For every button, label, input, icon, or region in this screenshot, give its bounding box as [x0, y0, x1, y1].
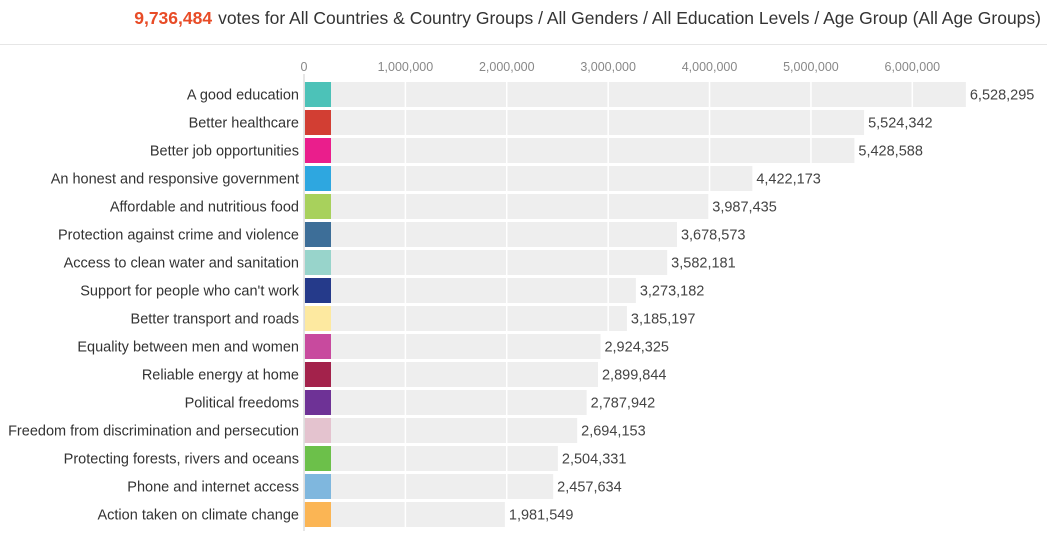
value-label: 1,981,549: [509, 508, 574, 524]
x-tick-label: 3,000,000: [580, 60, 636, 74]
bar-color-swatch[interactable]: [305, 502, 331, 527]
bar-background: [304, 446, 558, 471]
bar-background: [304, 390, 587, 415]
x-tick-label: 5,000,000: [783, 60, 839, 74]
header-text: 9,736,484 votes for All Countries & Count…: [134, 8, 1041, 29]
value-label: 3,987,435: [712, 200, 777, 216]
bar-color-swatch[interactable]: [305, 390, 331, 415]
value-label: 4,422,173: [756, 172, 821, 188]
value-label: 3,678,573: [681, 228, 746, 244]
category-label: Better job opportunities: [150, 144, 299, 160]
category-label: Support for people who can't work: [80, 284, 300, 300]
value-label: 5,428,588: [858, 144, 923, 160]
bar-color-swatch[interactable]: [305, 418, 331, 443]
value-label: 2,924,325: [604, 340, 669, 356]
value-label: 2,504,331: [562, 452, 627, 468]
x-tick-label: 0: [301, 60, 308, 74]
category-label: Better healthcare: [189, 116, 299, 132]
x-tick-label: 4,000,000: [682, 60, 738, 74]
bar-background: [304, 362, 598, 387]
category-label: Equality between men and women: [77, 340, 299, 356]
bar-color-swatch[interactable]: [305, 278, 331, 303]
bar-background: [304, 110, 865, 135]
value-label: 5,524,342: [868, 116, 933, 132]
category-label: Political freedoms: [185, 396, 299, 412]
bar-background: [304, 166, 753, 191]
x-tick-label: 1,000,000: [378, 60, 434, 74]
total-votes: 9,736,484: [134, 8, 213, 28]
category-label: Reliable energy at home: [142, 368, 299, 384]
bar-background: [304, 250, 668, 275]
category-label: Protecting forests, rivers and oceans: [64, 452, 299, 468]
value-label: 3,273,182: [640, 284, 705, 300]
header-divider: [0, 44, 1047, 45]
bar-background: [304, 502, 505, 527]
category-label: An honest and responsive government: [51, 172, 299, 188]
bar-color-swatch[interactable]: [305, 110, 331, 135]
bar-color-swatch[interactable]: [305, 138, 331, 163]
x-tick-label: 6,000,000: [885, 60, 941, 74]
category-label: Action taken on climate change: [97, 508, 299, 524]
bar-color-swatch[interactable]: [305, 194, 331, 219]
bar-color-swatch[interactable]: [305, 334, 331, 359]
category-label: Affordable and nutritious food: [110, 200, 299, 216]
header-description: votes for All Countries & Country Groups…: [218, 8, 1041, 28]
bar-background: [304, 334, 601, 359]
value-label: 3,582,181: [671, 256, 736, 272]
bar-color-swatch[interactable]: [305, 250, 331, 275]
value-label: 2,899,844: [602, 368, 667, 384]
bar-color-swatch[interactable]: [305, 222, 331, 247]
value-label: 2,457,634: [557, 480, 622, 496]
bar-background: [304, 418, 578, 443]
bar-color-swatch[interactable]: [305, 362, 331, 387]
category-label: Protection against crime and violence: [58, 228, 299, 244]
bar-color-swatch[interactable]: [305, 306, 331, 331]
category-label: A good education: [187, 88, 299, 104]
bar-background: [304, 82, 966, 107]
bar-background: [304, 474, 554, 499]
value-label: 2,787,942: [591, 396, 656, 412]
bar-background: [304, 138, 855, 163]
bar-color-swatch[interactable]: [305, 82, 331, 107]
bar-color-swatch[interactable]: [305, 474, 331, 499]
value-label: 6,528,295: [970, 88, 1035, 104]
category-label: Access to clean water and sanitation: [64, 256, 299, 272]
bar-color-swatch[interactable]: [305, 446, 331, 471]
bar-background: [304, 306, 627, 331]
bar-background: [304, 278, 636, 303]
category-label: Phone and internet access: [127, 480, 299, 496]
chart-header: 9,736,484 votes for All Countries & Count…: [0, 0, 1047, 42]
category-label: Freedom from discrimination and persecut…: [8, 424, 299, 440]
bar-background: [304, 222, 677, 247]
value-label: 3,185,197: [631, 312, 696, 328]
value-label: 2,694,153: [581, 424, 646, 440]
bar-color-swatch[interactable]: [305, 166, 331, 191]
x-tick-label: 2,000,000: [479, 60, 535, 74]
category-label: Better transport and roads: [131, 312, 299, 328]
